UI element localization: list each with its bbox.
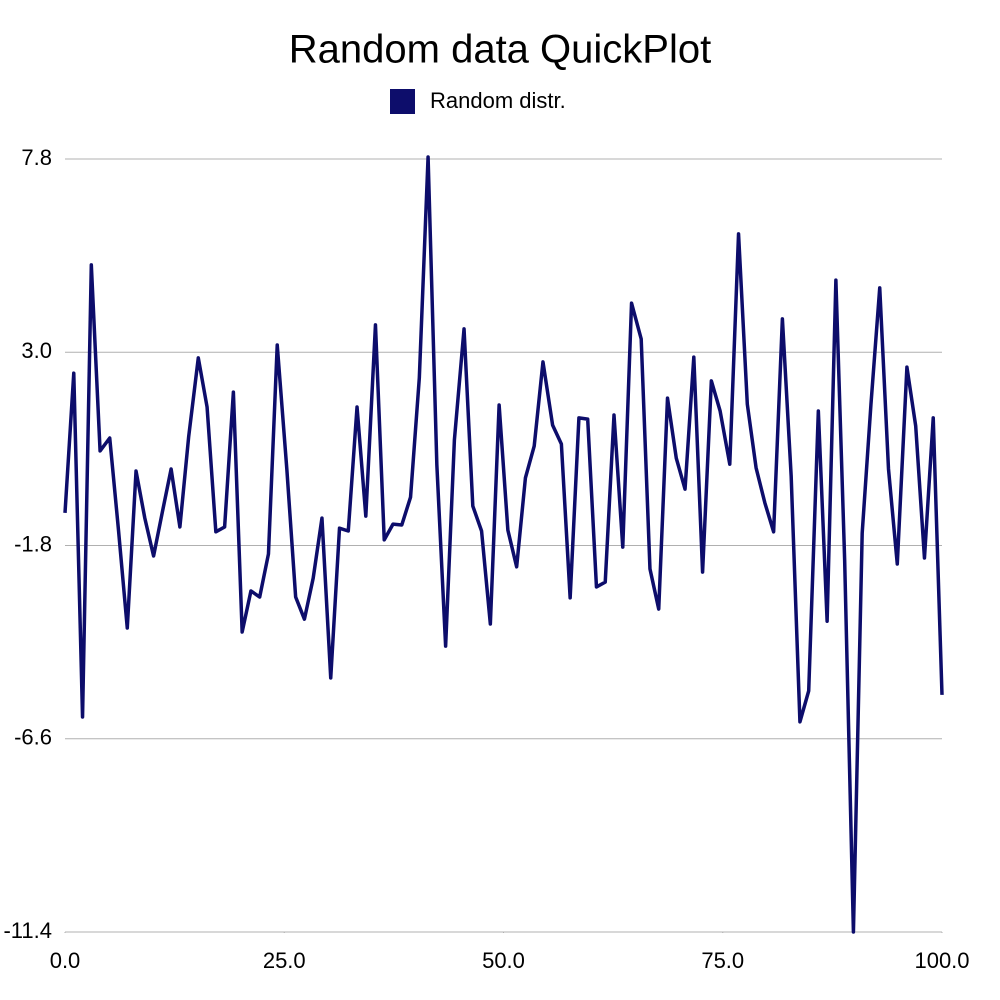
- y-tick-label: -6.6: [14, 725, 52, 750]
- x-tick-label: 75.0: [701, 948, 744, 973]
- y-tick-label: 7.8: [21, 145, 52, 170]
- chart-title: Random data QuickPlot: [289, 28, 711, 72]
- x-tick-label: 50.0: [482, 948, 525, 973]
- x-tick-label: 25.0: [263, 948, 306, 973]
- x-tick-label: 0.0: [50, 948, 81, 973]
- data-line: [63, 155, 944, 934]
- y-tick-label: -1.8: [14, 531, 52, 556]
- legend-label: Random distr.: [430, 88, 566, 113]
- y-tick-label: -11.4: [3, 918, 52, 943]
- y-tick-label: 3.0: [21, 338, 52, 363]
- legend-swatch: [390, 89, 415, 114]
- x-tick-label: 100.0: [914, 948, 969, 973]
